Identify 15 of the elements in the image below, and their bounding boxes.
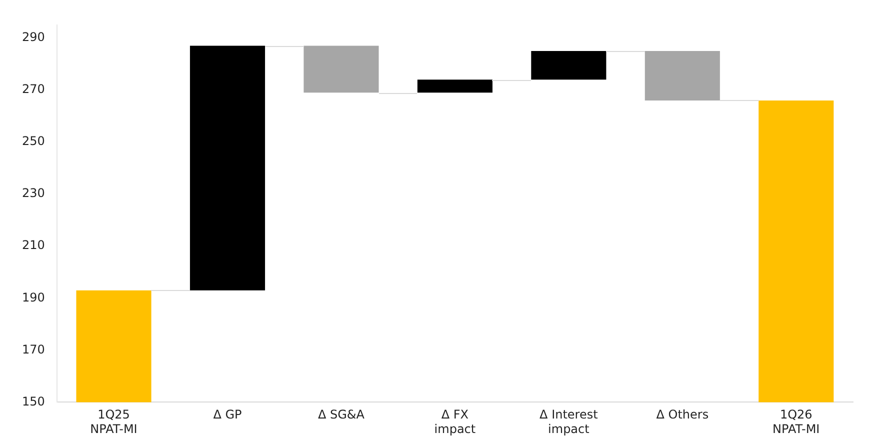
x-tick-label: Δ SG&A (318, 408, 366, 422)
y-tick-label: 290 (22, 30, 45, 44)
x-tick-label: 1Q26 NPAT-MI (772, 408, 820, 436)
x-tick-label: Δ GP (213, 408, 242, 422)
y-tick-label: 230 (22, 186, 45, 200)
x-tick-label: 1Q25 NPAT-MI (90, 408, 138, 436)
y-tick-label: 150 (22, 394, 45, 408)
x-tick-label: Δ Others (656, 408, 709, 422)
y-tick-label: 270 (22, 82, 45, 96)
y-tick-label: 250 (22, 134, 45, 148)
y-tick-label: 210 (22, 238, 45, 252)
y-tick-label: 190 (22, 290, 45, 304)
y-tick-label: 170 (22, 342, 45, 356)
x-tick-label: Δ Interest impact (540, 408, 598, 436)
x-tick-label: Δ FX impact (434, 408, 476, 436)
